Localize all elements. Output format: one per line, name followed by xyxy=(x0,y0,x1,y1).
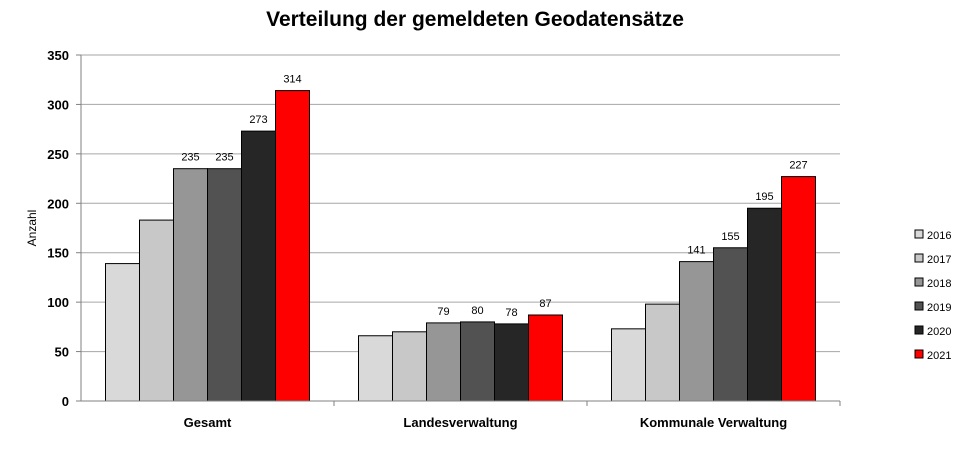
data-labels: 235 235 273 314 79 80 78 87 141 155 195 227 xyxy=(181,74,807,319)
legend-swatch-2019 xyxy=(914,301,924,311)
legend-swatch-2018 xyxy=(914,277,924,287)
bar-2021-kommunale-verwaltung xyxy=(781,176,816,402)
bar-2020-kommunale-verwaltung xyxy=(747,207,782,402)
data-label: 227 xyxy=(789,160,807,172)
legend-swatch-2020 xyxy=(914,325,924,335)
y-tick-label: 250 xyxy=(47,147,69,162)
chart-title: Verteilung der gemeldeten Geodatensätze xyxy=(266,8,684,31)
legend-label: 2020 xyxy=(927,326,951,338)
y-tick-label: 0 xyxy=(62,394,69,409)
legend: 2016 2017 2018 2019 2020 2021 xyxy=(914,229,951,362)
x-category-label: Landesverwaltung xyxy=(403,415,517,430)
bars xyxy=(105,90,816,402)
data-label: 235 xyxy=(181,152,199,164)
data-label: 155 xyxy=(721,231,739,243)
bar-2021-landesverwaltung xyxy=(528,314,563,402)
bar-2021-gesamt xyxy=(275,90,310,402)
bar-2017-kommunale-verwaltung xyxy=(645,303,680,402)
data-label: 195 xyxy=(755,191,773,203)
legend-label: 2021 xyxy=(927,350,951,362)
bar-2018-landesverwaltung xyxy=(426,322,461,402)
bar-2020-landesverwaltung xyxy=(494,323,529,402)
data-label: 79 xyxy=(437,306,449,318)
axes: 0 50 100 150 200 250 300 350 Gesamt Landesverwalt… xyxy=(47,48,841,430)
data-label: 87 xyxy=(539,298,551,310)
legend-label: 2018 xyxy=(927,278,951,290)
data-label: 235 xyxy=(215,152,233,164)
bar-2016-kommunale-verwaltung xyxy=(611,328,646,402)
y-tick-label: 200 xyxy=(47,196,69,211)
bar-2018-gesamt xyxy=(173,168,208,402)
data-label: 314 xyxy=(283,74,301,86)
data-label: 141 xyxy=(687,245,705,257)
bar-2020-gesamt xyxy=(241,130,276,402)
y-tick-label: 50 xyxy=(55,345,69,360)
data-label: 78 xyxy=(505,307,517,319)
legend-label: 2019 xyxy=(927,302,951,314)
data-label: 273 xyxy=(249,114,267,126)
bar-2019-landesverwaltung xyxy=(460,321,495,402)
legend-swatch-2016 xyxy=(914,229,924,239)
legend-swatch-2017 xyxy=(914,253,924,263)
legend-label: 2016 xyxy=(927,230,951,242)
bar-2019-kommunale-verwaltung xyxy=(713,247,748,402)
y-axis-label: Anzahl xyxy=(25,210,39,247)
bar-2017-gesamt xyxy=(139,219,174,402)
y-tick-label: 100 xyxy=(47,295,69,310)
x-category-label: Gesamt xyxy=(184,415,232,430)
x-category-label: Kommunale Verwaltung xyxy=(640,415,787,430)
bar-2018-kommunale-verwaltung xyxy=(679,261,714,402)
bar-2017-landesverwaltung xyxy=(392,331,427,402)
bar-2019-gesamt xyxy=(207,168,242,402)
legend-swatch-2021 xyxy=(914,349,924,359)
bar-2016-landesverwaltung xyxy=(358,335,393,402)
y-tick-label: 300 xyxy=(47,97,69,112)
y-tick-label: 150 xyxy=(47,246,69,261)
bar-2016-gesamt xyxy=(105,263,140,402)
y-tick-label: 350 xyxy=(47,48,69,63)
data-label: 80 xyxy=(471,305,483,317)
legend-label: 2017 xyxy=(927,254,951,266)
